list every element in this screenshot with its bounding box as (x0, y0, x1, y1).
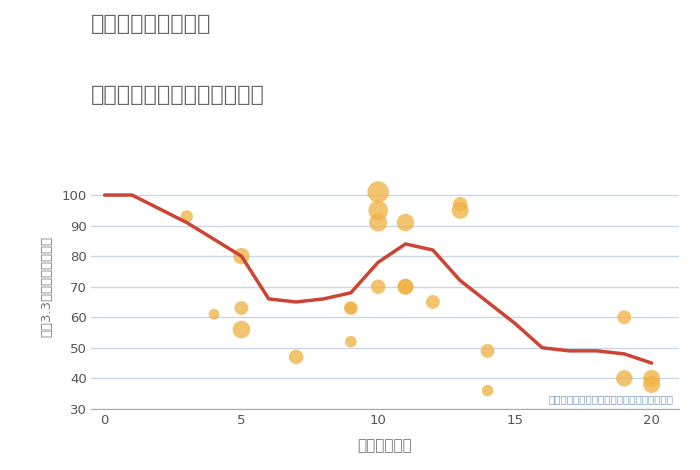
Point (181, 212, 193, 220)
Point (345, 338, 356, 345)
Point (454, 200, 466, 208)
Point (236, 305, 247, 312)
Point (345, 305, 356, 312)
Point (619, 375, 630, 382)
Y-axis label: 坪（3.3㎡）単価（万円）: 坪（3.3㎡）単価（万円） (40, 236, 53, 337)
Point (400, 219, 411, 227)
Point (619, 313, 630, 321)
Point (646, 375, 657, 382)
Text: 千葉県市原市馬立の: 千葉県市原市馬立の (91, 14, 211, 34)
Text: 円の大きさは、取引のあった物件面積を示す: 円の大きさは、取引のあった物件面積を示す (548, 394, 673, 404)
Text: 駅距離別中古マンション価格: 駅距離別中古マンション価格 (91, 85, 265, 105)
Point (482, 387, 493, 394)
Point (400, 283, 411, 290)
Point (290, 353, 302, 361)
Point (400, 283, 411, 290)
Point (646, 381, 657, 388)
Point (372, 219, 384, 227)
Point (236, 326, 247, 333)
Point (427, 298, 438, 306)
Point (454, 207, 466, 214)
Point (372, 283, 384, 290)
Point (209, 310, 220, 318)
Point (345, 305, 356, 312)
Point (372, 188, 384, 196)
X-axis label: 駅距離（分）: 駅距離（分） (358, 439, 412, 454)
Point (372, 207, 384, 214)
Point (482, 347, 493, 354)
Point (236, 252, 247, 260)
